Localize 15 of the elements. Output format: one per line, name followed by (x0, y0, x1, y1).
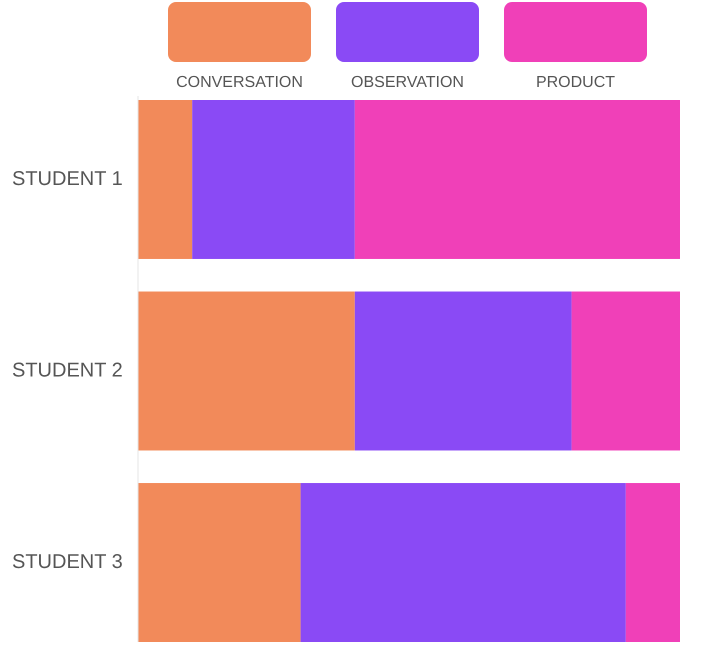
series-label: CONVERSATION (176, 74, 303, 92)
bar (300, 483, 626, 642)
bar (354, 100, 680, 259)
series-label: OBSERVATION (351, 74, 464, 92)
bar (138, 483, 301, 642)
y-tick-label: STUDENT 3 (12, 550, 123, 573)
series-label: PRODUCT (536, 74, 616, 92)
bar (138, 100, 192, 259)
bar (138, 292, 355, 450)
bar (192, 100, 355, 259)
bar (354, 292, 572, 450)
y-tick-label: STUDENT 2 (12, 359, 123, 382)
y-tick-label: STUDENT 1 (12, 168, 123, 190)
bar (572, 292, 680, 450)
bar (626, 483, 680, 642)
